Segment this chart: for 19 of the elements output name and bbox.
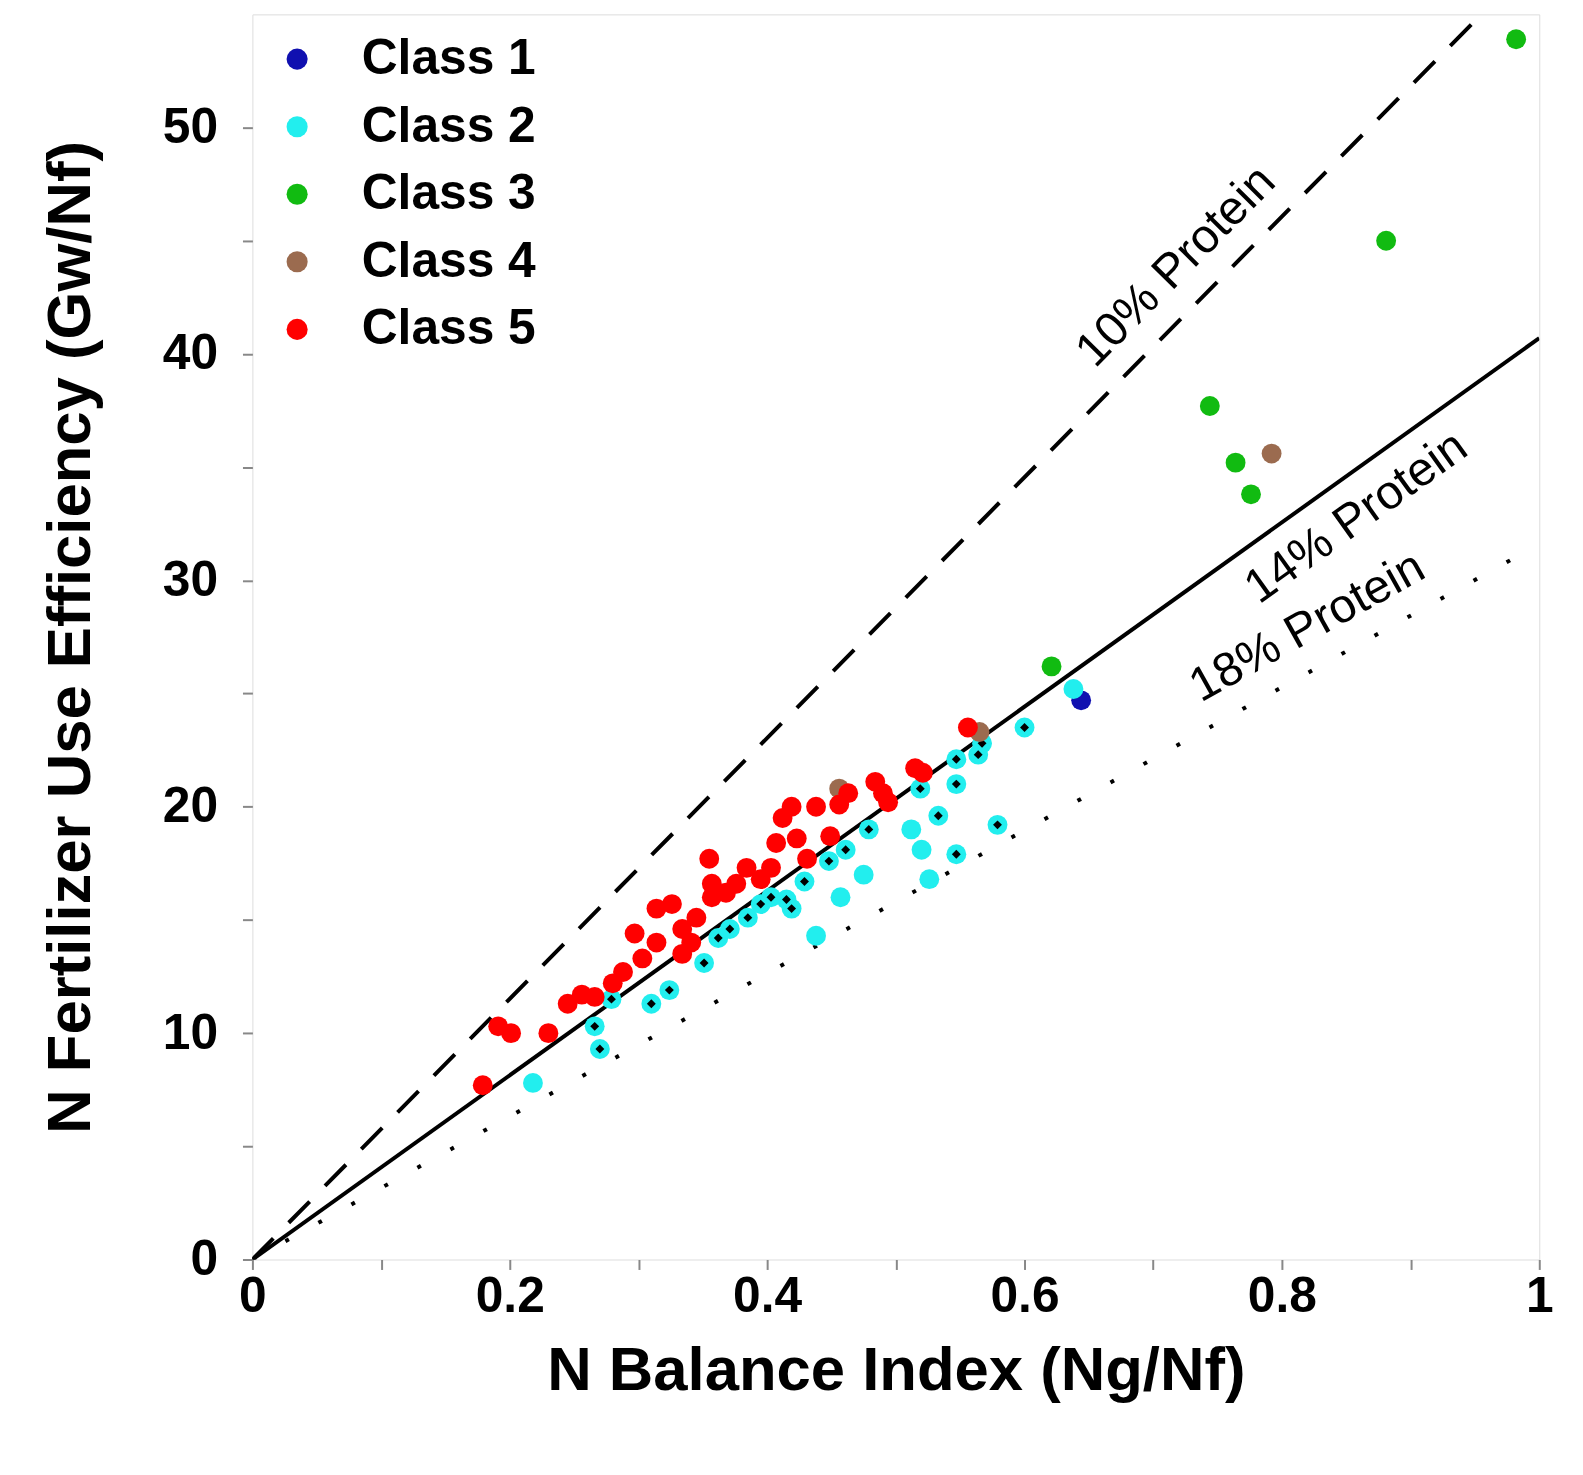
legend-label: Class 5	[361, 299, 536, 356]
x-tick-label: 0.2	[475, 1266, 545, 1323]
y-axis-title: N Fertilizer Use Efficiency (Gw/Nf)	[34, 141, 104, 1134]
legend-label: Class 4	[361, 231, 537, 288]
legend-label: Class 3	[361, 164, 536, 221]
y-tick-label: 10	[162, 1003, 219, 1060]
legend-label: Class 1	[361, 29, 536, 86]
x-axis-title: N Balance Index (Ng/Nf)	[547, 1334, 1246, 1404]
y-tick-label: 30	[162, 550, 219, 607]
x-tick-label: 0.6	[990, 1266, 1060, 1323]
y-tick-label: 20	[162, 777, 219, 834]
y-tick-label: 50	[162, 97, 219, 154]
y-tick-label: 40	[162, 324, 219, 381]
x-tick-label: 1	[1525, 1266, 1554, 1323]
x-tick-label: 0.8	[1247, 1266, 1317, 1323]
legend-label: Class 2	[361, 96, 536, 153]
x-tick-label: 0	[239, 1266, 267, 1323]
x-tick-label: 0.4	[733, 1266, 803, 1323]
y-tick-label: 0	[190, 1229, 219, 1286]
